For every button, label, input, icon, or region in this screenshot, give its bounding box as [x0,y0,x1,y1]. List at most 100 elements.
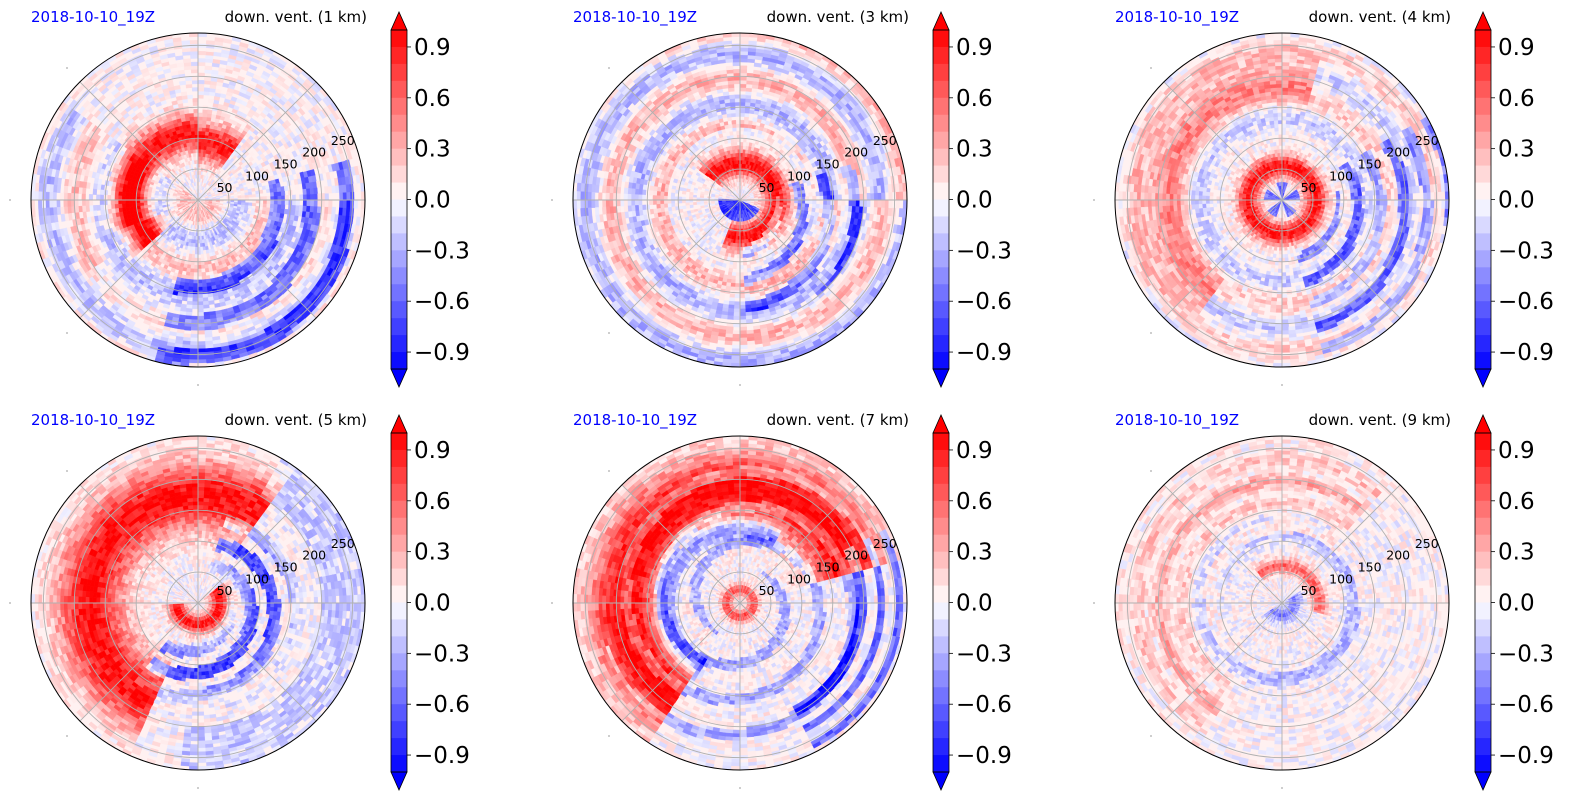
field-cell [201,268,206,273]
field-cell [273,199,279,205]
colorbar-level [391,250,407,268]
field-cell [177,69,185,75]
field-cell [151,189,156,194]
radial-tick-label: 200 [302,145,326,160]
field-cell [96,194,101,201]
field-cell [125,192,130,197]
field-cell [193,119,199,125]
field-cell [128,203,134,208]
field-cell [197,50,207,56]
field-cell [306,199,311,207]
field-cell [197,127,203,132]
field-cell [191,87,199,92]
field-cell [207,98,215,104]
field-cell [197,90,204,96]
radial-tick-label: 150 [274,156,298,171]
field-cell [263,199,268,204]
field-cell [188,112,194,118]
field-cell [190,69,199,74]
field-cell [197,268,203,273]
field-cell [215,197,221,200]
field-cell [237,195,242,199]
field-cell [96,204,101,211]
field-cell [328,199,333,208]
radial-tick-label: 100 [245,168,269,183]
field-cell [200,145,204,150]
colorbar-level [391,335,407,353]
field-cell [346,191,351,201]
field-cell [202,297,209,302]
field-cell [192,250,196,255]
colorbar-level [391,318,407,336]
field-cell [121,195,126,201]
field-cell [186,94,193,100]
field-cell [180,91,188,97]
field-cell [45,199,50,209]
field-cell [93,177,99,185]
colorbar-tick-label: −0.6 [414,289,470,315]
field-cell [189,50,199,56]
field-cell [191,79,199,85]
field-cell [181,296,189,302]
field-cell [212,186,217,191]
field-cell [189,119,195,125]
field-cell [99,189,105,196]
field-cell [192,304,199,310]
field-cell [56,199,61,208]
field-cell [313,187,318,195]
field-cell [193,279,199,284]
field-cell [346,199,351,209]
field-cell [194,138,199,143]
field-cell [197,326,206,331]
field-cell [284,194,290,201]
field-cell [251,202,257,207]
field-cell [202,112,208,118]
field-cell [190,330,199,335]
field-cell [114,195,119,201]
field-cell [125,199,130,205]
colorbar-tick-label: −0.3 [414,238,470,264]
field-cell [192,243,196,248]
field-cell [38,199,43,209]
field-cell [197,87,205,92]
field-cell [201,123,207,129]
field-cell [197,359,207,364]
field-cell [201,264,206,270]
field-cell [201,130,206,136]
field-cell [88,199,94,206]
field-cell [754,197,759,200]
field-cell [197,112,203,117]
field-cell [189,275,195,281]
field-cell [189,359,199,364]
field-cell [190,337,199,342]
colorbar-extend-max [390,11,408,31]
field-cell [117,191,123,197]
colorbar-level [391,46,407,65]
field-cell [197,61,206,67]
field-cell [211,69,219,75]
field-cell [191,319,199,324]
field-cell [284,199,290,206]
field-cell [190,333,199,339]
field-cell [197,116,203,121]
field-cell [193,275,199,281]
field-cell [189,47,199,52]
colorbar-level [391,131,407,150]
field-cell [197,344,207,350]
field-cell [317,199,322,207]
field-cell [294,183,300,191]
field-cell [200,138,205,143]
field-cell [191,315,199,321]
field-cell [201,275,207,281]
field-cell [117,195,123,201]
field-cell [269,191,275,197]
field-cell [316,206,322,214]
field-cell [175,95,183,101]
colorbar-tick-label: 0.0 [414,188,451,214]
field-cell [63,199,68,208]
field-cell [136,193,141,198]
field-cell [203,300,210,306]
colorbar: 0.90.60.30.0−0.3−0.6−0.9 [390,11,470,388]
field-cell [295,194,300,201]
